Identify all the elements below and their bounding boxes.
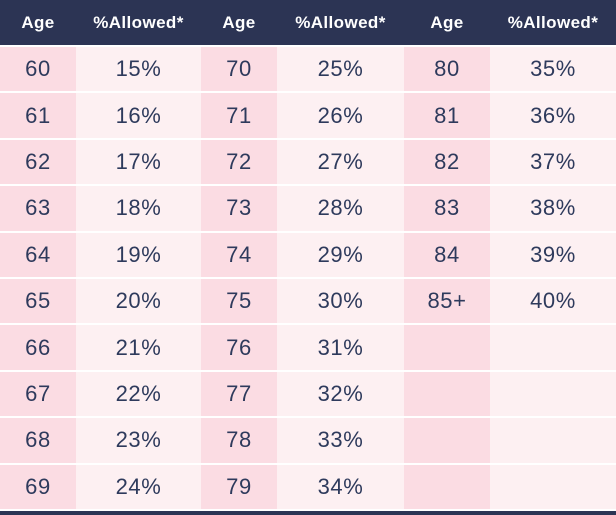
age-cell: 82	[404, 139, 490, 187]
allowed-cell: 18%	[76, 186, 201, 233]
allowed-cell: 23%	[76, 418, 201, 465]
age-cell	[404, 371, 490, 419]
allowed-cell: 28%	[277, 186, 404, 233]
allowed-cell: 16%	[76, 93, 201, 140]
allowed-cell: 17%	[76, 139, 201, 187]
allowed-cell	[490, 325, 616, 372]
table-body: 60 15% 70 25% 80 35% 61 16% 71 26% 81 36% 62 17% 72 27%…	[0, 47, 616, 511]
table-row: 69 24% 79 34%	[0, 464, 616, 511]
age-cell: 85+	[404, 278, 490, 326]
allowed-cell: 29%	[277, 232, 404, 279]
age-cell: 76	[201, 325, 277, 372]
bottom-bar	[0, 510, 616, 515]
table-row: 61 16% 71 26% 81 36%	[0, 93, 616, 140]
allowed-cell: 24%	[76, 464, 201, 511]
allowed-cell: 19%	[76, 232, 201, 279]
table-row: 67 22% 77 32%	[0, 371, 616, 419]
age-cell: 69	[0, 464, 76, 511]
table-row: 64 19% 74 29% 84 39%	[0, 232, 616, 279]
age-cell	[404, 464, 490, 511]
allowed-cell: 38%	[490, 186, 616, 233]
age-cell: 72	[201, 139, 277, 187]
table-header: Age %Allowed* Age %Allowed* Age %Allowed…	[0, 0, 616, 47]
age-cell: 75	[201, 278, 277, 326]
column-header-allowed-2: %Allowed*	[277, 0, 404, 47]
column-header-age-3: Age	[404, 0, 490, 47]
age-cell: 77	[201, 371, 277, 419]
allowed-cell	[490, 418, 616, 465]
allowed-cell: 37%	[490, 139, 616, 187]
allowed-cell: 22%	[76, 371, 201, 419]
age-cell: 64	[0, 232, 76, 279]
table-row: 65 20% 75 30% 85+ 40%	[0, 278, 616, 326]
allowed-cell: 39%	[490, 232, 616, 279]
table-row: 66 21% 76 31%	[0, 325, 616, 372]
allowed-cell: 26%	[277, 93, 404, 140]
age-cell: 62	[0, 139, 76, 187]
age-cell: 71	[201, 93, 277, 140]
age-cell: 81	[404, 93, 490, 140]
age-cell: 79	[201, 464, 277, 511]
age-cell: 70	[201, 47, 277, 94]
allowed-cell: 40%	[490, 278, 616, 326]
column-header-age-2: Age	[201, 0, 277, 47]
age-cell: 65	[0, 278, 76, 326]
allowed-cell: 32%	[277, 371, 404, 419]
table-row: 63 18% 73 28% 83 38%	[0, 186, 616, 233]
allowed-cell: 25%	[277, 47, 404, 94]
allowed-cell: 31%	[277, 325, 404, 372]
allowed-cell: 35%	[490, 47, 616, 94]
allowed-cell	[490, 371, 616, 419]
age-cell: 83	[404, 186, 490, 233]
age-cell: 78	[201, 418, 277, 465]
allowed-cell	[490, 464, 616, 511]
allowed-cell: 30%	[277, 278, 404, 326]
header-row: Age %Allowed* Age %Allowed* Age %Allowed…	[0, 0, 616, 47]
allowed-cell: 27%	[277, 139, 404, 187]
allowed-cell: 33%	[277, 418, 404, 465]
age-cell: 63	[0, 186, 76, 233]
age-cell: 74	[201, 232, 277, 279]
allowed-cell: 34%	[277, 464, 404, 511]
age-cell: 61	[0, 93, 76, 140]
allowed-cell: 20%	[76, 278, 201, 326]
age-cell: 80	[404, 47, 490, 94]
age-cell: 68	[0, 418, 76, 465]
table-row: 60 15% 70 25% 80 35%	[0, 47, 616, 94]
age-cell	[404, 325, 490, 372]
age-cell	[404, 418, 490, 465]
column-header-allowed-1: %Allowed*	[76, 0, 201, 47]
table-row: 62 17% 72 27% 82 37%	[0, 139, 616, 187]
age-cell: 66	[0, 325, 76, 372]
allowed-cell: 36%	[490, 93, 616, 140]
age-cell: 73	[201, 186, 277, 233]
age-cell: 84	[404, 232, 490, 279]
allowed-cell: 15%	[76, 47, 201, 94]
age-cell: 67	[0, 371, 76, 419]
column-header-age-1: Age	[0, 0, 76, 47]
allowed-cell: 21%	[76, 325, 201, 372]
table-row: 68 23% 78 33%	[0, 418, 616, 465]
age-cell: 60	[0, 47, 76, 94]
column-header-allowed-3: %Allowed*	[490, 0, 616, 47]
